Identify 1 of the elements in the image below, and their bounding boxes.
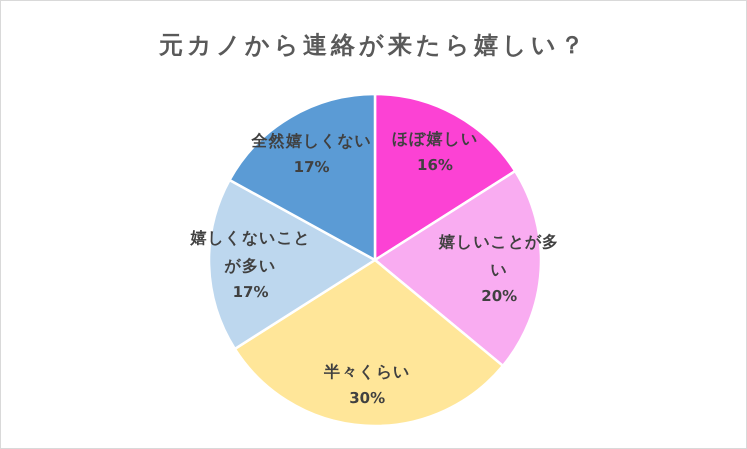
title: 元カノから連絡が来たら嬉しい？: [159, 30, 588, 61]
